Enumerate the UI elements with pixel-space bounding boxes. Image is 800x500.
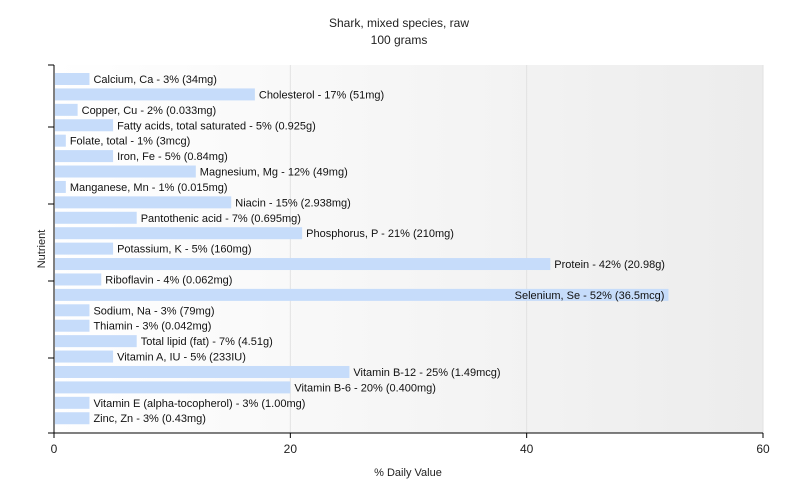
bar-label: Vitamin B-6 - 20% (0.400mg) (294, 382, 436, 394)
bar-label: Cholesterol - 17% (51mg) (259, 89, 384, 101)
bar (55, 350, 114, 363)
bar-labels: Calcium, Ca - 3% (34mg) Cholesterol - 17%… (70, 74, 665, 425)
bar (55, 134, 66, 147)
bar-label: Thiamin - 3% (0.042mg) (93, 321, 211, 333)
bar-label: Calcium, Ca - 3% (34mg) (93, 74, 216, 86)
bar (55, 88, 255, 101)
bar (55, 150, 114, 163)
bar (55, 227, 303, 240)
bar-label: Pantothenic acid - 7% (0.695mg) (141, 213, 301, 225)
bar (55, 365, 350, 378)
bar (55, 273, 102, 286)
chart-title: Shark, mixed species, raw (329, 16, 469, 30)
bar (55, 335, 137, 348)
bar-label: Folate, total - 1% (3mcg) (70, 136, 190, 148)
bar-label: Zinc, Zn - 3% (0.43mg) (93, 413, 205, 425)
bar-label: Iron, Fe - 5% (0.84mg) (117, 151, 228, 163)
x-tick-label: 60 (756, 442, 770, 456)
x-tick-label: 20 (284, 442, 298, 456)
bar-label: Fatty acids, total saturated - 5% (0.925… (117, 120, 316, 132)
bar-label: Vitamin A, IU - 5% (233IU) (117, 352, 246, 364)
bar (55, 211, 137, 224)
bar (55, 288, 669, 301)
bars (55, 73, 669, 425)
bar-label: Protein - 42% (20.98g) (554, 259, 665, 271)
x-tick-label: 0 (51, 442, 58, 456)
bar (55, 319, 90, 332)
bar-label: Selenium, Se - 52% (36.5mcg) (515, 290, 665, 302)
x-axis-label: % Daily Value (374, 467, 442, 479)
x-tick-labels: 0 20 40 60 (51, 442, 770, 456)
bar-label: Niacin - 15% (2.938mg) (235, 197, 351, 209)
bar (55, 396, 90, 409)
bar (55, 165, 196, 178)
bar (55, 119, 114, 132)
bar (55, 242, 114, 255)
y-axis-label: Nutrient (36, 230, 48, 269)
bar-label: Riboflavin - 4% (0.062mg) (105, 274, 232, 286)
bar (55, 258, 551, 271)
bar (55, 103, 78, 116)
bar-label: Phosphorus, P - 21% (210mg) (306, 228, 454, 240)
bar-label: Magnesium, Mg - 12% (49mg) (200, 167, 348, 179)
bar-label: Vitamin E (alpha-tocopherol) - 3% (1.00m… (93, 398, 305, 410)
bar-label: Total lipid (fat) - 7% (4.51g) (141, 336, 273, 348)
bar (55, 412, 90, 425)
bar-label: Vitamin B-12 - 25% (1.49mcg) (353, 367, 500, 379)
bar (55, 73, 90, 85)
bar-label: Sodium, Na - 3% (79mg) (93, 305, 214, 317)
bar (55, 381, 291, 394)
x-tick-label: 40 (520, 442, 534, 456)
bar (55, 196, 232, 209)
chart-subtitle: 100 grams (371, 33, 428, 47)
bar-label: Manganese, Mn - 1% (0.015mg) (70, 182, 228, 194)
bar (55, 304, 90, 317)
bar-label: Potassium, K - 5% (160mg) (117, 244, 252, 256)
bar (55, 180, 66, 193)
bar-label: Copper, Cu - 2% (0.033mg) (82, 105, 217, 117)
axes (48, 64, 764, 438)
